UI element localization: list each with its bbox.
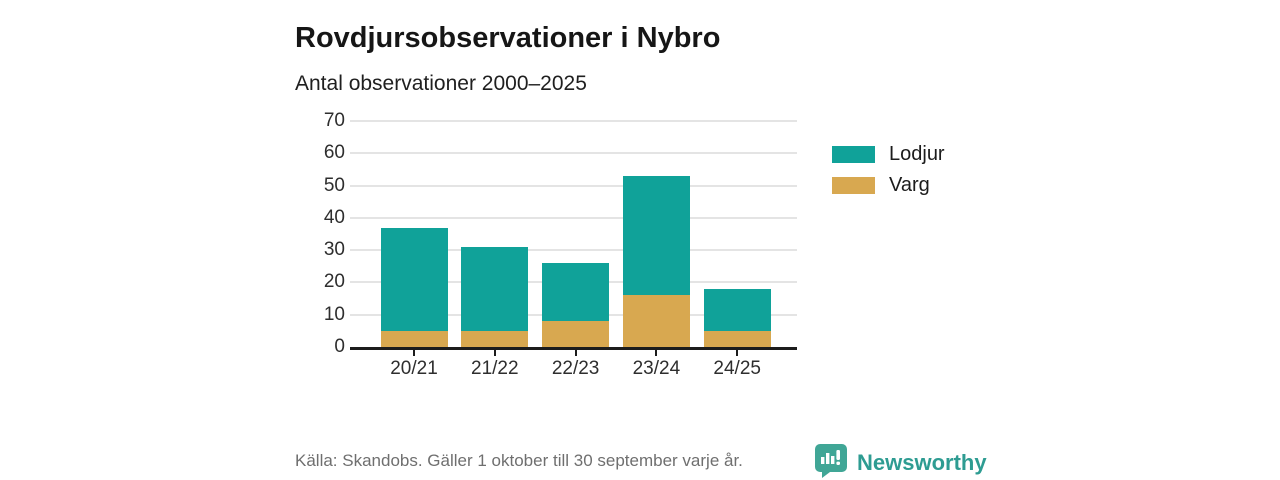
newsworthy-brand[interactable]: Newsworthy [813, 442, 987, 480]
legend-swatch-varg [832, 176, 875, 194]
legend-label-lodjur: Lodjur [889, 142, 945, 165]
y-axis-label: 70 [323, 110, 345, 131]
newsworthy-wordmark: Newsworthy [857, 449, 987, 475]
newsworthy-logo-icon [813, 442, 849, 480]
y-axis-label: 0 [334, 336, 345, 357]
gridline [350, 152, 797, 155]
bar-segment-lodjur [622, 175, 690, 296]
legend-item-varg: Varg [832, 174, 945, 196]
y-axis-label: 40 [323, 206, 345, 228]
y-axis-label: 50 [323, 174, 345, 196]
bar-segment-lodjur [542, 263, 610, 322]
chart-subtitle: Antal observationer 2000–2025 [295, 72, 587, 95]
x-axis-label: 20/21 [390, 358, 438, 379]
legend-swatch-lodjur [832, 145, 875, 163]
legend-item-lodjur: Lodjur [832, 143, 945, 165]
x-axis-tick [655, 347, 658, 356]
x-axis-tick [413, 347, 415, 356]
y-axis-label: 60 [323, 142, 345, 164]
x-axis-line [350, 347, 797, 350]
source-note: Källa: Skandobs. Gäller 1 oktober till 3… [295, 451, 743, 470]
bar-segment-varg [703, 330, 771, 347]
y-axis-label: 20 [323, 271, 345, 293]
gridline [350, 216, 797, 219]
gridline [350, 120, 797, 122]
bar-segment-varg [461, 330, 529, 347]
y-axis-label: 30 [323, 239, 345, 261]
bar-segment-varg [380, 330, 448, 347]
legend-label-varg: Varg [889, 173, 930, 196]
plot-area: 0 10 20 30 40 50 60 70 20/21 21/22 22/23 23/24 24/25 [324, 110, 797, 379]
bar-segment-lodjur [380, 227, 448, 331]
chart-title: Rovdjursobservationer i Nybro [295, 22, 721, 55]
x-axis-label: 24/25 [713, 358, 761, 379]
gridline [350, 249, 797, 252]
x-axis-tick [736, 347, 739, 356]
x-axis-tick [493, 347, 496, 356]
legend: Lodjur Varg [832, 143, 945, 205]
bar-segment-varg [622, 295, 690, 347]
x-axis-tick [574, 347, 577, 356]
gridline [350, 184, 797, 187]
x-axis-label: 21/22 [471, 358, 519, 379]
bar-segment-lodjur [461, 246, 529, 331]
x-axis-label: 22/23 [551, 358, 600, 379]
bar-segment-varg [542, 321, 610, 347]
y-axis-label: 10 [323, 303, 345, 325]
bar-segment-lodjur [703, 288, 771, 331]
x-axis-label: 23/24 [632, 358, 681, 379]
